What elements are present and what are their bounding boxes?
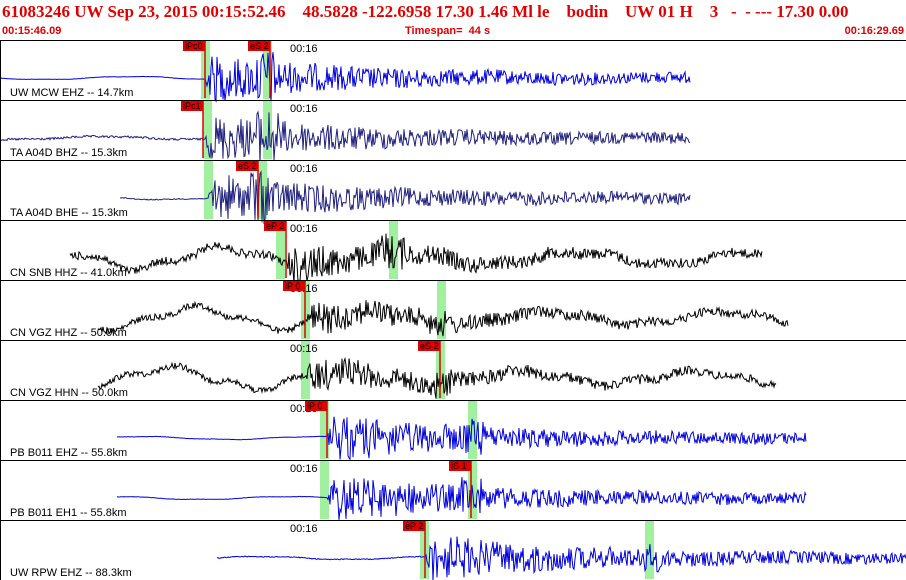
pick-window: [320, 401, 329, 459]
pick-label: iP 0: [307, 401, 322, 411]
station-label: PB B011 EH1 -- 55.8km: [10, 507, 127, 519]
pick-label: iPc1: [183, 101, 201, 111]
trace-row[interactable]: 00:16 eS 2 TA A04D BHE -- 15.3km: [0, 160, 906, 225]
time-tick-label: 00:16: [290, 523, 318, 535]
pick-window: [468, 401, 477, 459]
event-header: 61083246 UW Sep 23, 2015 00:15:52.46 48.…: [0, 0, 906, 40]
pick-flag: [283, 281, 305, 291]
pick-window: [203, 101, 212, 159]
pick-window: [389, 221, 398, 279]
pick-flag: [248, 41, 270, 51]
event-summary-title: 61083246 UW Sep 23, 2015 00:15:52.46 48.…: [2, 2, 849, 21]
pick-flag: [305, 401, 327, 411]
pick-window: [276, 221, 285, 279]
waveform: [0, 110, 691, 165]
window-end-time: 00:16:29.69: [844, 25, 904, 37]
pick-window: [437, 281, 446, 339]
station-label: CN SNB HHZ -- 41.0km: [10, 267, 127, 279]
pick-label: eS 2: [250, 41, 269, 51]
pick-label: eS 2: [420, 341, 439, 351]
time-tick-label: 00:16: [290, 343, 318, 355]
station-label: CN VGZ HHN -- 50.0km: [10, 387, 128, 399]
trace-row[interactable]: 00:16 iPc1 TA A04D BHZ -- 15.3km: [0, 100, 906, 165]
trace-row[interactable]: 00:16 eP 2 UW RPW EHZ -- 88.3km: [0, 520, 906, 580]
pick-flag: [449, 461, 471, 471]
pick-label: iS 1: [451, 461, 467, 471]
waveform: [116, 477, 807, 520]
time-tick-label: 00:16: [290, 223, 318, 235]
trace-row[interactable]: 00:16 eP 2 CN SNB HHZ -- 41.0km: [0, 220, 906, 284]
pick-flag: [264, 221, 286, 231]
waveform: [119, 170, 691, 225]
time-tick-label: 00:16: [290, 43, 318, 55]
station-label: UW RPW EHZ -- 88.3km: [10, 567, 132, 579]
pick-flag: [181, 101, 203, 111]
time-tick-label: 00:16: [290, 463, 318, 475]
pick-flag: [183, 41, 205, 51]
waveform: [216, 536, 906, 580]
station-label: CN VGZ HHZ -- 50.0km: [10, 327, 127, 339]
pick-window: [301, 341, 310, 399]
station-label: PB B011 EHZ -- 55.8km: [10, 447, 127, 459]
station-label: TA A04D BHZ -- 15.3km: [10, 147, 127, 159]
waveform: [0, 52, 691, 103]
station-label: TA A04D BHE -- 15.3km: [10, 207, 128, 219]
trace-row[interactable]: 00:16 iS 1 PB B011 EH1 -- 55.8km: [0, 460, 906, 520]
pick-flag: [236, 161, 258, 171]
pick-window: [320, 461, 329, 519]
trace-row[interactable]: 00:16 eS 2 CN VGZ HHN -- 50.0km: [0, 340, 906, 400]
pick-window: [204, 161, 213, 219]
pick-label: eS 2: [238, 161, 257, 171]
pick-flag: [418, 341, 440, 351]
pick-label: iPc0: [185, 41, 203, 51]
pick-label: iP 0: [285, 281, 300, 291]
waveform: [97, 356, 777, 399]
station-label: UW MCW EHZ -- 14.7km: [10, 87, 133, 99]
waveform: [97, 300, 789, 337]
time-tick-label: 00:16: [290, 103, 318, 115]
time-tick-label: 00:16: [290, 163, 318, 175]
pick-label: eP 2: [405, 521, 423, 531]
waveform: [69, 233, 763, 284]
timespan-label: Timespan= 44 s: [405, 25, 491, 37]
trace-row[interactable]: 00:16 iPc0 eS 2 UW MCW EHZ -- 14.7km: [0, 40, 906, 103]
waveform: [116, 416, 807, 461]
seismogram-panel[interactable]: 00:16 iPc0 eS 2 UW MCW EHZ -- 14.7km 00:16 iP…: [0, 40, 906, 580]
pick-window: [263, 101, 272, 159]
pick-flag: [403, 521, 425, 531]
window-start-time: 00:15:46.09: [2, 25, 62, 37]
pick-label: eP 2: [266, 221, 284, 231]
